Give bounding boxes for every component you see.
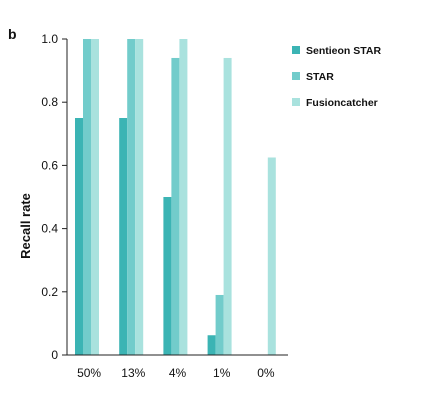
x-tick-label: 1%	[213, 366, 231, 380]
bar-star-50pct	[83, 39, 91, 355]
y-tick-label: 0.4	[41, 222, 58, 236]
x-tick-label: 50%	[77, 366, 101, 380]
bar-sentieon-star-50pct	[75, 118, 83, 355]
y-tick-label: 1.0	[41, 32, 58, 46]
legend-swatch	[292, 46, 300, 54]
bar-sentieon-star-13pct	[119, 118, 128, 355]
x-tick-label: 13%	[121, 366, 145, 380]
legend-label: Sentieon STAR	[306, 45, 381, 57]
legend-label: Fusioncatcher	[306, 97, 378, 109]
legend-swatch	[292, 72, 300, 80]
plot-area: 0 0.2 0.4 0.6 0.8 1.0 50% 13% 4% 1% 0%	[41, 32, 288, 380]
y-tick-label: 0	[51, 348, 58, 362]
legend-swatch	[292, 98, 300, 106]
bar-fusioncatcher-0pct	[267, 157, 276, 355]
bar-sentieon-star-4pct	[163, 197, 172, 355]
bar-fusioncatcher-50pct	[91, 39, 99, 355]
y-tick-label: 0.2	[41, 285, 58, 299]
bar-sentieon-star-1pct	[207, 335, 216, 355]
legend: Sentieon STAR STAR Fusioncatcher	[292, 45, 381, 109]
x-tick-label: 0%	[257, 366, 275, 380]
bar-star-1pct	[215, 294, 224, 355]
x-tick-label: 4%	[169, 366, 187, 380]
bar-star-4pct	[171, 57, 180, 356]
y-axis-title: Recall rate	[18, 193, 33, 259]
legend-label: STAR	[306, 71, 334, 83]
bar-fusioncatcher-1pct	[223, 57, 232, 356]
panel-label: b	[8, 26, 17, 42]
bar-fusioncatcher-4pct	[179, 39, 188, 355]
y-tick-label: 0.6	[41, 158, 58, 172]
bar-fusioncatcher-13pct	[135, 39, 144, 355]
bar-star-13pct	[127, 39, 136, 355]
y-tick-label: 0.8	[41, 95, 58, 109]
